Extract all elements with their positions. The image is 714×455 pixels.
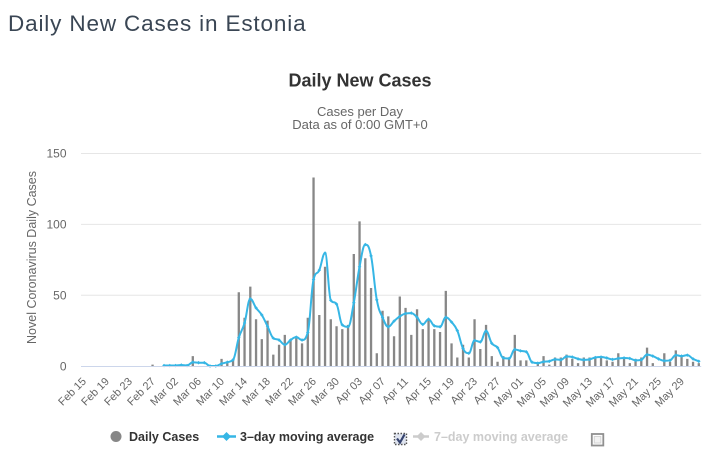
svg-text:Data as of 0:00 GMT+0: Data as of 0:00 GMT+0	[292, 117, 427, 132]
svg-text:7–day moving average: 7–day moving average	[434, 430, 568, 444]
svg-text:Daily Cases: Daily Cases	[129, 430, 199, 444]
svg-text:50: 50	[53, 288, 67, 302]
svg-text:Novel Coronavirus Daily Cases: Novel Coronavirus Daily Cases	[25, 171, 39, 344]
svg-text:100: 100	[46, 218, 66, 232]
svg-text:3–day moving average: 3–day moving average	[240, 430, 374, 444]
svg-text:Cases per Day: Cases per Day	[317, 104, 403, 119]
svg-text:Daily New Cases: Daily New Cases	[288, 71, 431, 91]
svg-text:150: 150	[46, 147, 66, 161]
svg-text:0: 0	[60, 359, 67, 373]
